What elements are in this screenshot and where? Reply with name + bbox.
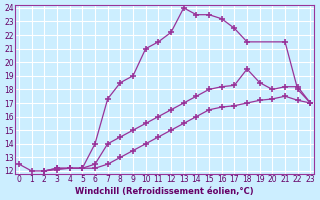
X-axis label: Windchill (Refroidissement éolien,°C): Windchill (Refroidissement éolien,°C) <box>76 187 254 196</box>
